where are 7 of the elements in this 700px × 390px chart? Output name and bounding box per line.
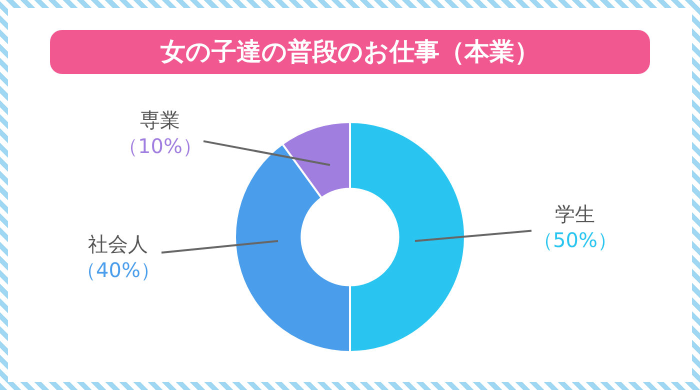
chart-title: 女の子達の普段のお仕事（本業） [50,30,650,74]
data-label: （50%） [533,228,618,252]
slice-label: 社会人 [88,232,148,256]
data-label: （10%） [118,134,202,158]
data-label: （40%） [76,258,160,282]
slice-label: 学生 [555,202,596,226]
slice-label: 専業 [140,108,180,132]
